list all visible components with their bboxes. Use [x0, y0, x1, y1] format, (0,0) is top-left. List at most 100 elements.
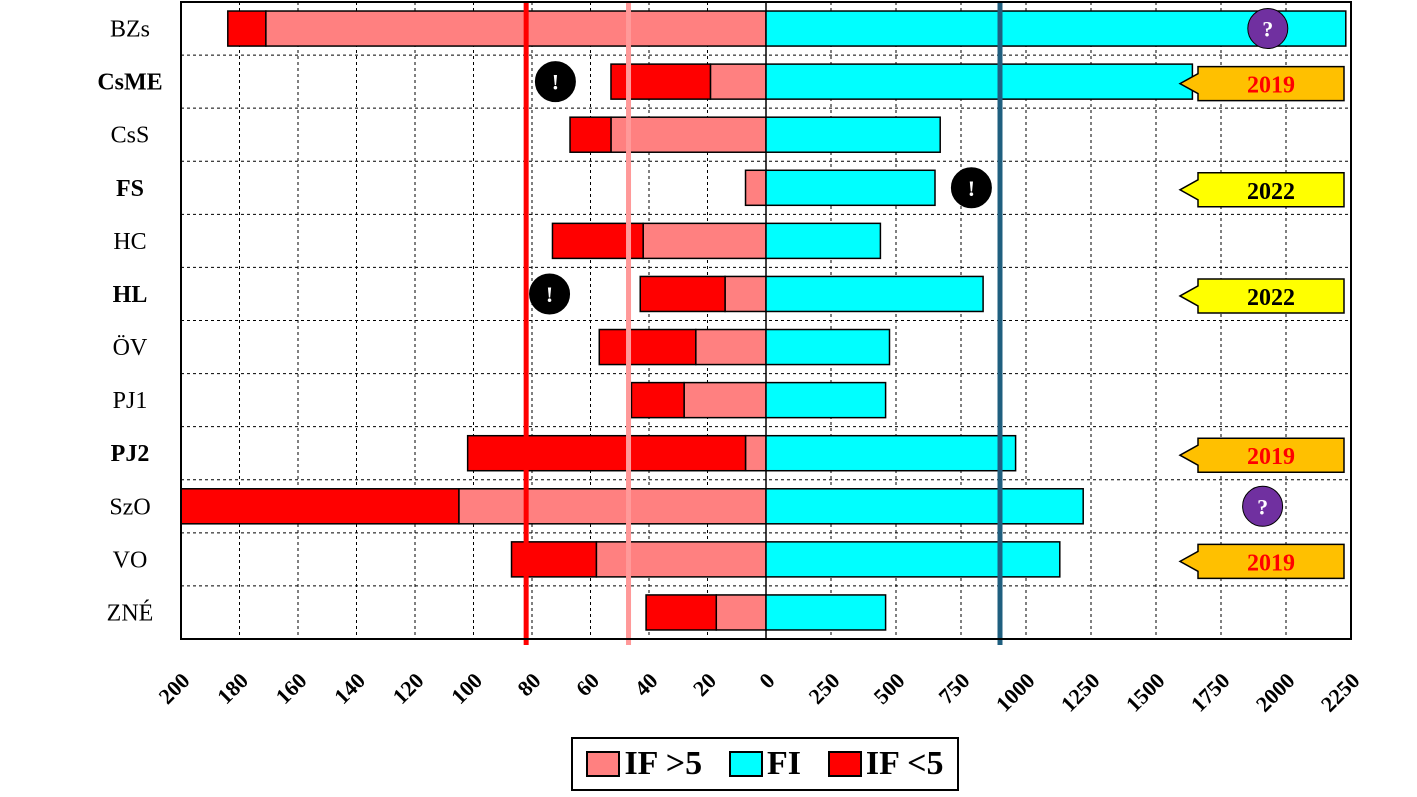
legend-item-fi: FI [728, 745, 801, 783]
bar-if-lt5-zn [645, 594, 718, 631]
left-tick-label-60: 60 [571, 668, 604, 701]
category-label-hc: HC [113, 229, 146, 255]
exclamation-marker-text-csme: ! [552, 70, 559, 95]
left-tick-label-200: 200 [154, 668, 195, 709]
category-label-szo: SzO [109, 494, 150, 520]
bar-if-gt5-szo [458, 488, 767, 525]
right-tick-label-1750: 1750 [1186, 668, 1235, 717]
bar-if-gt5-hc [642, 222, 767, 260]
legend-swatch-if-lt5 [827, 751, 862, 777]
bar-fi-pj2 [765, 434, 1017, 472]
grid-layer [181, 2, 1351, 639]
bar-if-lt5-css [569, 116, 612, 153]
bar-fi-hl [765, 275, 984, 313]
year-badge-text-vo: 2019 [1247, 550, 1295, 576]
right-tick-label-1500: 1500 [1121, 668, 1170, 717]
bar-fi-zn [765, 594, 887, 631]
year-badge-text-csme: 2019 [1247, 73, 1295, 99]
bar-if-lt5-v [598, 328, 697, 366]
bar-fi-css [765, 116, 941, 153]
bar-if-gt5-csme [709, 63, 767, 100]
bar-if-gt5-fs [744, 169, 767, 207]
bar-if-gt5-hl [724, 275, 767, 313]
year-badge-vo [1178, 543, 1345, 580]
bars-layer [180, 10, 1347, 631]
legend-label-if-gt5: IF >5 [624, 745, 703, 782]
bar-if-lt5-hl [639, 275, 726, 313]
bar-fi-v [765, 328, 891, 366]
bar-fi-fs [765, 169, 936, 207]
reference-lines [523, 2, 1003, 645]
bar-fi-csme [765, 63, 1194, 100]
category-label-fs: FS [116, 176, 144, 202]
year-badge-hl [1178, 278, 1345, 314]
bar-if-lt5-pj2 [466, 434, 747, 472]
category-label-pj2: PJ2 [111, 441, 150, 467]
left-tick-label-180: 180 [212, 668, 253, 709]
bar-if-lt5-pj1 [630, 381, 685, 419]
legend-swatch-fi [728, 751, 763, 777]
category-label-css: CsS [111, 123, 150, 149]
chart: ??!!! 2019 2022 2022 2019 2019 BZs CsME CsS FS H… [97, 1, 1365, 717]
markers: ??!!! [529, 8, 1289, 527]
question-marker-szo [1242, 485, 1284, 527]
exclamation-marker-hl [529, 273, 571, 315]
category-label-pj1: PJ1 [113, 388, 148, 414]
category-label-vo: VO [113, 547, 148, 573]
exclamation-marker-fs [950, 167, 992, 209]
legend-label-if-lt5: IF <5 [865, 745, 944, 782]
exclamation-marker-csme [534, 61, 576, 103]
legend-swatch-if-gt5 [586, 751, 621, 777]
legend: IF >5 FI IF <5 [571, 737, 959, 791]
category-label-v: ÖV [113, 335, 148, 361]
tick-labels: 200 180 160 140 120 100 80 60 40 20 0 250 500 750 1000… [154, 668, 1365, 717]
bar-fi-hc [765, 222, 882, 260]
legend-item-if-gt5: IF >5 [586, 745, 702, 783]
category-label-hl: HL [113, 282, 148, 308]
left-tick-label-140: 140 [329, 668, 370, 709]
year-badge-text-fs: 2022 [1247, 179, 1295, 205]
left-tick-label-0: 0 [754, 668, 779, 693]
year-badge-pj2 [1178, 437, 1345, 473]
bar-fi-szo [765, 488, 1084, 525]
year-badge-text-hl: 2022 [1247, 285, 1295, 311]
question-marker-text-bzs: ? [1262, 17, 1273, 42]
right-tick-label-500: 500 [869, 668, 910, 709]
bar-if-gt5-bzs [265, 10, 767, 47]
bar-if-gt5-vo [595, 541, 767, 578]
question-marker-bzs [1247, 8, 1289, 50]
bar-if-gt5-zn [715, 594, 767, 631]
plot-frame [180, 1, 1352, 640]
right-tick-label-750: 750 [934, 668, 975, 709]
bar-if-lt5-csme [610, 63, 712, 100]
legend-label-fi: FI [766, 745, 801, 782]
bar-fi-vo [765, 541, 1061, 578]
year-badge-csme [1178, 65, 1345, 102]
exclamation-marker-text-fs: ! [968, 176, 975, 201]
bar-if-lt5-szo [180, 488, 460, 525]
question-marker-text-szo: ? [1257, 494, 1268, 519]
category-labels: BZs CsME CsS FS HC HL ÖV PJ1 PJ2 SzO VO ZNÉ [97, 17, 162, 627]
left-tick-label-40: 40 [629, 668, 662, 701]
right-tick-label-1000: 1000 [991, 668, 1040, 717]
legend-item-if-lt5: IF <5 [827, 745, 944, 783]
category-label-bzs: BZs [110, 17, 150, 43]
category-label-csme: CsME [97, 70, 162, 96]
right-tick-label-1250: 1250 [1056, 668, 1105, 717]
year-badges: 2019 2022 2022 2019 2019 [1178, 65, 1345, 580]
bar-if-lt5-bzs [227, 10, 267, 47]
bar-fi-pj1 [765, 381, 887, 419]
bar-if-gt5-v [695, 328, 767, 366]
year-badge-text-pj2: 2019 [1247, 444, 1295, 470]
left-tick-label-80: 80 [512, 668, 545, 701]
right-tick-label-250: 250 [804, 668, 845, 709]
right-tick-label-2000: 2000 [1251, 668, 1300, 717]
left-tick-label-160: 160 [271, 668, 312, 709]
category-label-zn: ZNÉ [107, 600, 154, 626]
left-tick-label-120: 120 [388, 668, 429, 709]
year-badge-fs [1178, 172, 1345, 208]
exclamation-marker-text-hl: ! [546, 282, 553, 307]
right-tick-label-2250: 2250 [1316, 668, 1365, 717]
left-tick-label-100: 100 [446, 668, 487, 709]
bar-if-gt5-pj2 [744, 434, 767, 472]
